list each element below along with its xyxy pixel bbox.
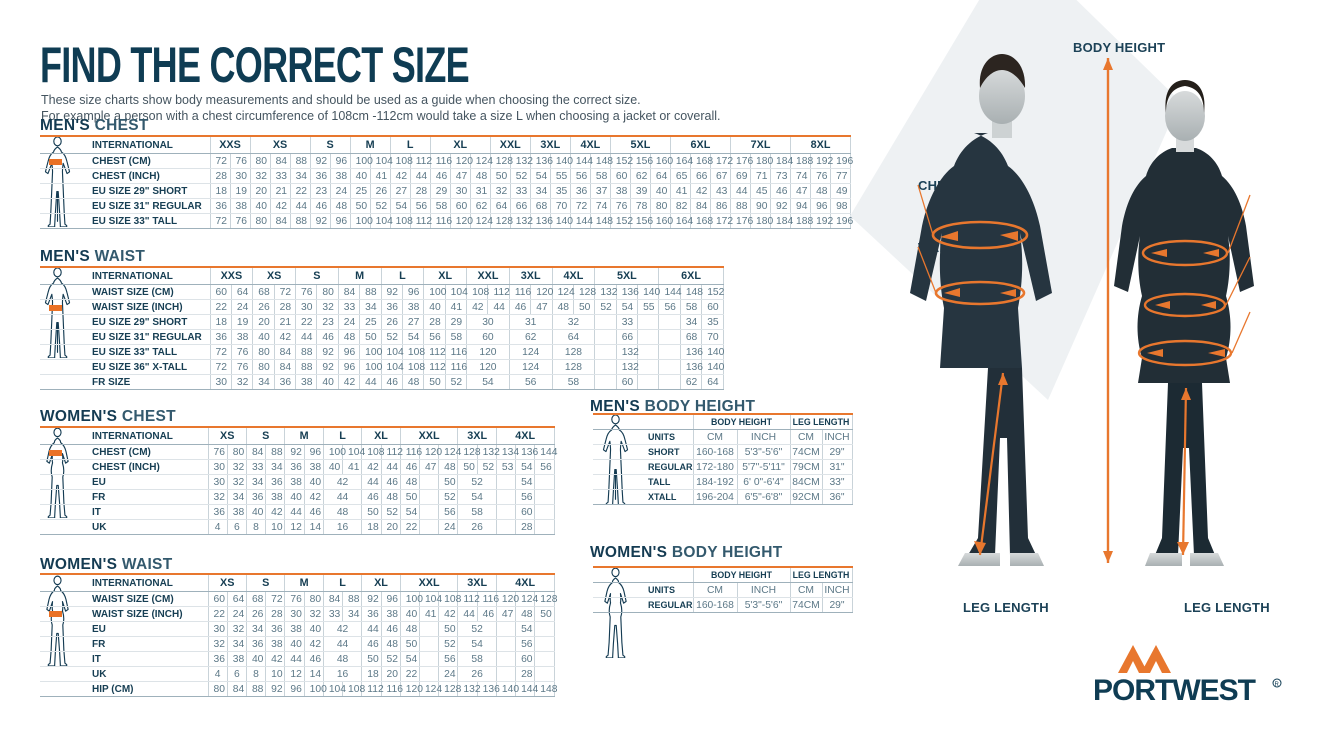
- svg-text:R: R: [1275, 682, 1280, 688]
- svg-text:PORTWEST: PORTWEST: [1093, 674, 1256, 707]
